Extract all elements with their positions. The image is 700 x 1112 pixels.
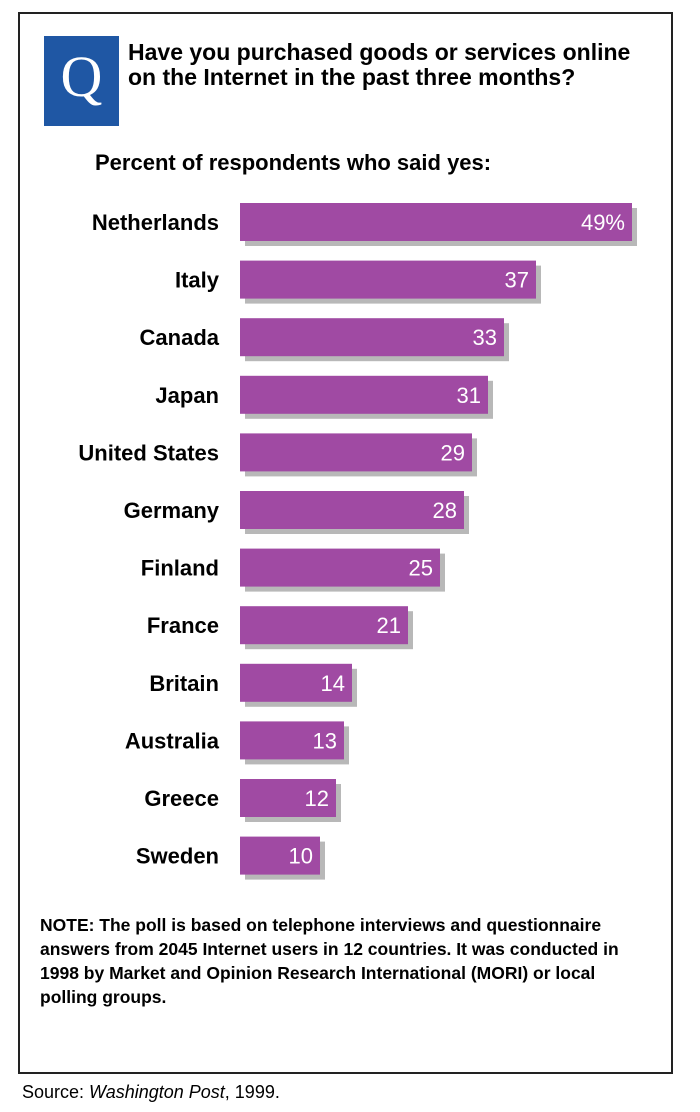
chart-subtitle: Percent of respondents who said yes: — [95, 150, 492, 175]
value-label: 28 — [433, 498, 457, 523]
bar-group: Australia 13 — [125, 721, 349, 765]
bar-group: Canada 33 — [140, 318, 509, 362]
bar — [240, 721, 344, 760]
value-label: 21 — [377, 613, 401, 638]
category-label: Japan — [155, 383, 219, 408]
bar — [240, 606, 408, 645]
bar-group: Finland 25 — [141, 548, 445, 592]
bar — [240, 260, 536, 299]
value-label: 31 — [457, 383, 481, 408]
category-label: Finland — [141, 556, 219, 581]
source-publication: Washington Post — [89, 1082, 225, 1102]
bar — [240, 433, 472, 472]
value-label: 37 — [505, 268, 529, 293]
question-badge: Q — [44, 36, 119, 126]
bar — [240, 836, 320, 875]
value-label: 49% — [581, 210, 625, 235]
category-label: Sweden — [136, 844, 219, 869]
source-year: , 1999. — [224, 1082, 280, 1102]
bar-group: Greece 12 — [144, 779, 341, 822]
category-label: Greece — [144, 786, 219, 811]
value-label: 33 — [473, 325, 497, 350]
bar — [240, 203, 632, 241]
bar-group: Sweden 10 — [136, 836, 325, 880]
question-title: Have you purchased goods or services onl… — [128, 39, 631, 90]
category-label: Britain — [149, 671, 219, 696]
bar — [240, 375, 488, 414]
bar-group: Germany 28 — [124, 491, 469, 534]
source-label: Source: — [22, 1082, 90, 1102]
category-label: Italy — [175, 268, 220, 293]
footnote: NOTE: The poll is based on telephone int… — [40, 915, 619, 1007]
category-label: United States — [78, 440, 219, 465]
bar-group: Netherlands 49% — [92, 203, 637, 246]
bar — [240, 548, 440, 587]
bar-group: Britain 14 — [149, 663, 357, 707]
bar-group: Japan 31 — [155, 375, 493, 419]
q-letter-icon: Q — [60, 44, 103, 109]
source-line: Source: Washington Post, 1999. — [22, 1081, 280, 1103]
chart-frame — [18, 12, 673, 1074]
bar — [240, 318, 504, 357]
bar — [240, 491, 464, 529]
category-label: Australia — [125, 728, 220, 753]
bar — [240, 663, 352, 702]
value-label: 13 — [313, 728, 337, 753]
value-label: 25 — [409, 556, 433, 581]
value-label: 10 — [289, 844, 313, 869]
category-label: France — [147, 613, 219, 638]
category-label: Netherlands — [92, 210, 219, 235]
category-label: Germany — [124, 498, 220, 523]
bar-group: United States 29 — [78, 433, 477, 477]
value-label: 12 — [305, 786, 329, 811]
bar-group: Italy 37 — [175, 260, 541, 304]
value-label: 29 — [441, 440, 465, 465]
bar-group: France 21 — [147, 606, 413, 650]
value-label: 14 — [321, 671, 345, 696]
category-label: Canada — [140, 325, 220, 350]
bar — [240, 779, 336, 817]
